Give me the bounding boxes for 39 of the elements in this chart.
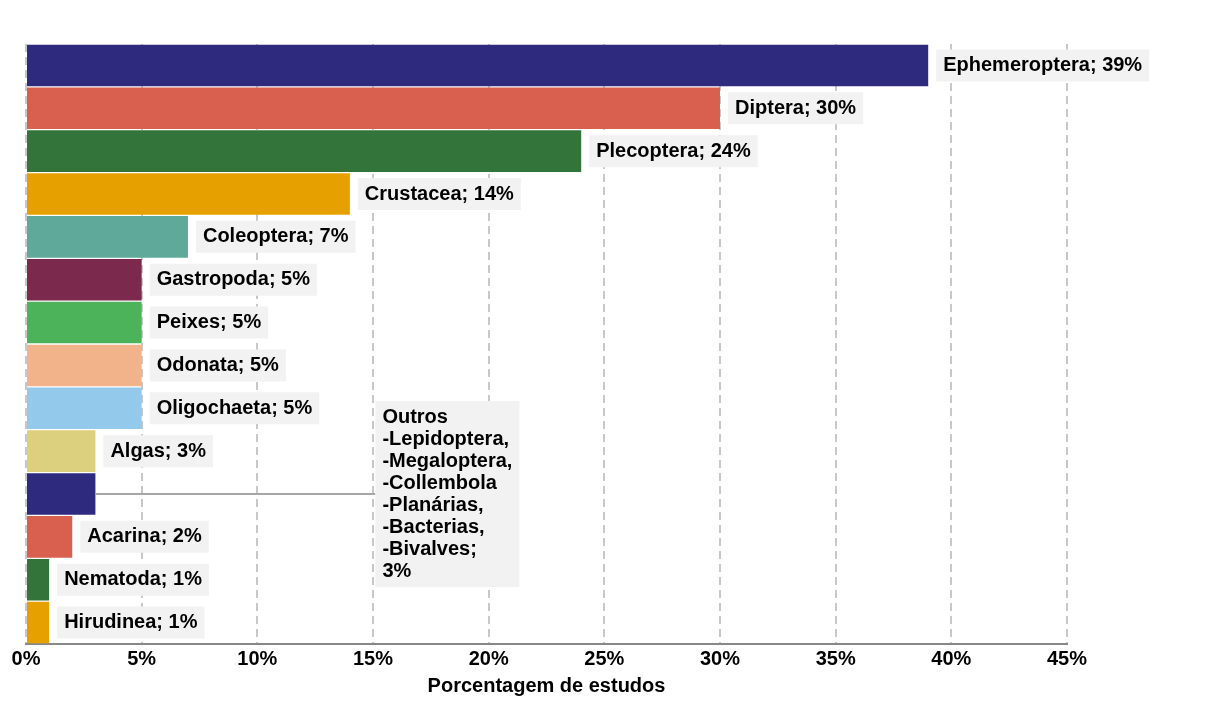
x-tick-label: 0% — [11, 646, 41, 669]
x-tick-label: 15% — [352, 646, 394, 669]
bar — [27, 601, 50, 644]
data-label: Ephemeroptera; 39% — [943, 52, 1143, 75]
bar — [27, 430, 96, 472]
data-label: Algas; 3% — [110, 438, 207, 461]
x-tick-label: 35% — [815, 646, 856, 669]
x-tick-label: 40% — [931, 646, 972, 669]
bar — [27, 173, 350, 215]
data-label: Oligochaeta; 5% — [156, 395, 313, 418]
bar — [27, 87, 720, 130]
x-tick-label: 20% — [468, 646, 509, 669]
x-tick-label: 10% — [237, 646, 278, 669]
data-label: Peixes; 5% — [156, 310, 262, 333]
bar — [27, 258, 142, 301]
data-label: Outros -Lepidoptera, -Megaloptera, -Collembola -Planárias, -Bacterias, -Bivalves; 3% — [382, 404, 513, 581]
bar — [27, 387, 142, 430]
x-tick-label: 30% — [699, 646, 741, 669]
bar — [27, 473, 96, 515]
data-label: Crustacea; 14% — [364, 181, 515, 204]
bar — [27, 301, 142, 344]
bar — [27, 216, 188, 258]
data-label: Gastropoda; 5% — [156, 267, 311, 290]
data-label: Coleoptera; 7% — [202, 224, 349, 247]
data-label: Acarina; 2% — [87, 524, 202, 547]
bar — [27, 516, 73, 558]
x-tick-label: 45% — [1046, 646, 1088, 669]
bar — [27, 44, 929, 87]
data-label: Hirudinea; 1% — [64, 610, 198, 633]
x-tick-label: 25% — [584, 646, 625, 669]
x-axis-title: Porcentagem de estudos — [427, 673, 666, 696]
data-label: Odonata; 5% — [156, 352, 280, 375]
data-label: Nematoda; 1% — [64, 567, 203, 590]
bar — [27, 344, 142, 387]
bar — [27, 558, 50, 601]
bar — [27, 130, 582, 172]
data-label: Plecoptera; 24% — [596, 138, 751, 161]
x-tick-label: 5% — [127, 646, 157, 669]
data-label: Diptera; 30% — [735, 95, 857, 118]
